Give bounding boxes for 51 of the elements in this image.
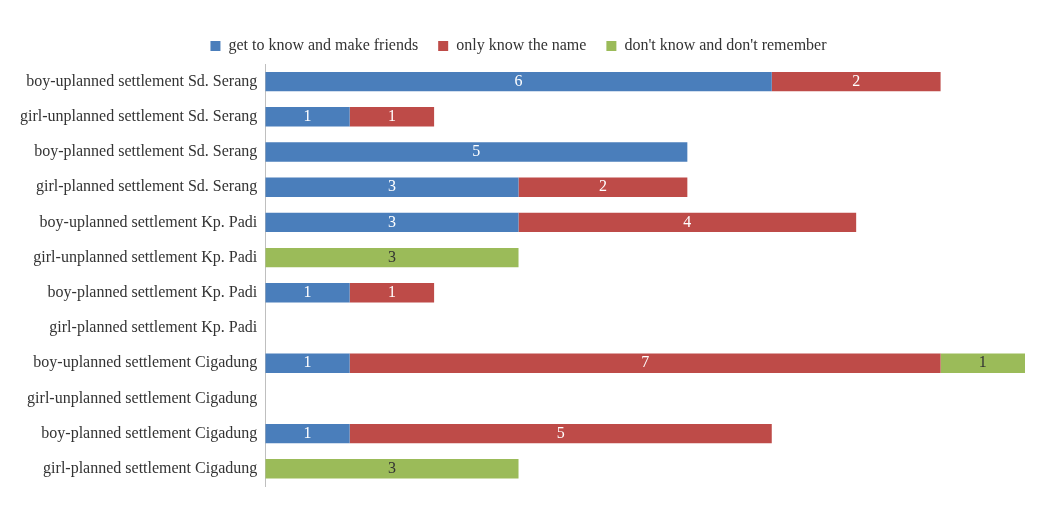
- data-label: 2: [852, 71, 861, 89]
- y-tick-label: girl-unplanned settlement Sd. Serang: [20, 107, 258, 125]
- y-tick-label: girl-unplanned settlement Cigadung: [27, 388, 258, 407]
- data-label: 6: [514, 71, 523, 89]
- bar: [265, 212, 519, 233]
- data-label: 1: [303, 423, 312, 441]
- data-label: 3: [387, 459, 396, 476]
- y-tick-label: girl-planned settlement Kp. Padi: [49, 318, 258, 337]
- y-tick-label: boy-uplanned settlement Sd. Serang: [26, 71, 258, 90]
- data-label: 2: [598, 177, 607, 195]
- bar: [265, 353, 350, 373]
- bar: [265, 177, 519, 197]
- data-label: 1: [303, 107, 312, 124]
- data-label: 1: [978, 353, 987, 371]
- bar: [518, 177, 688, 197]
- y-tick-label: boy-uplanned settlement Cigadung: [33, 353, 258, 372]
- bar: [265, 283, 350, 303]
- y-tick-label: girl-planned settlement Sd. Serang: [36, 177, 258, 196]
- data-label: 3: [387, 177, 396, 195]
- bar: [265, 247, 519, 268]
- data-label: 3: [387, 212, 396, 230]
- legend-label: only know the name: [456, 36, 587, 55]
- y-tick-label: girl-unplanned settlement Kp. Padi: [33, 247, 258, 266]
- y-tick-label: boy-planned settlement Cigadung: [41, 423, 258, 442]
- bar: [349, 353, 941, 373]
- data-label: 5: [556, 423, 565, 441]
- data-label: 1: [387, 283, 396, 300]
- data-label: 1: [303, 283, 312, 300]
- y-tick-label: boy-uplanned settlement Kp. Padi: [39, 212, 258, 231]
- bar: [265, 142, 688, 162]
- bar: [265, 423, 350, 444]
- bar: [265, 71, 772, 92]
- data-label: 7: [641, 353, 650, 371]
- data-label: 1: [387, 107, 396, 124]
- y-tick-label: boy-planned settlement Sd. Serang: [34, 142, 258, 161]
- y-tick-label: boy-planned settlement Kp. Padi: [47, 283, 258, 301]
- bar: [265, 107, 350, 127]
- bar: [940, 353, 1025, 373]
- bar: [518, 212, 857, 233]
- bar: [349, 283, 435, 303]
- bar: [349, 423, 772, 444]
- legend-label: don't know and don't remember: [624, 36, 828, 54]
- data-label: 4: [683, 212, 692, 230]
- data-label: 5: [472, 142, 481, 160]
- bar: [349, 107, 435, 127]
- bar: [265, 459, 519, 479]
- data-label: 1: [303, 353, 312, 371]
- y-tick-label: girl-planned settlement Cigadung: [43, 459, 258, 477]
- data-label: 3: [387, 247, 396, 265]
- legend-label: get to know and make friends: [228, 36, 419, 55]
- bar: [771, 71, 941, 92]
